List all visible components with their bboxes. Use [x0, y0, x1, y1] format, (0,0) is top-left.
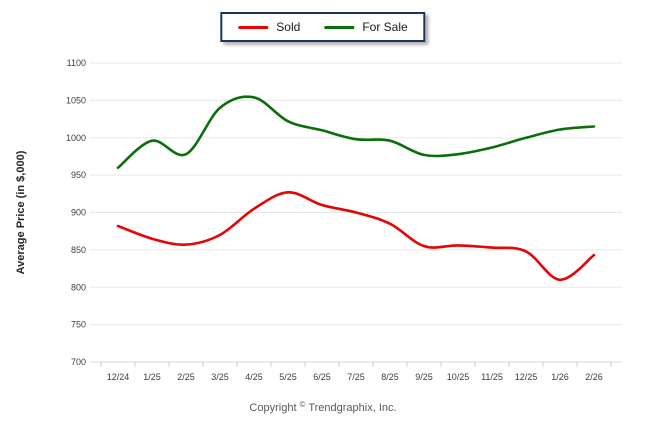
y-tick-label: 1100 — [67, 58, 86, 68]
copyright-suffix: Trendgraphix, Inc. — [308, 402, 397, 414]
legend-item-sold: Sold — [238, 21, 300, 33]
x-tick-label: 9/25 — [415, 372, 433, 382]
legend-swatch-icon — [324, 25, 355, 29]
legend-label: For Sale — [362, 20, 408, 34]
x-tick-label: 1/25 — [143, 372, 161, 382]
legend-label: Sold — [276, 20, 301, 34]
series-line-sold — [116, 190, 596, 282]
copyright-text: Copyright © Trendgraphix, Inc. — [0, 400, 646, 414]
y-tick-label: 900 — [71, 208, 86, 218]
y-tick-label: 750 — [71, 320, 86, 330]
x-tick-label: 3/25 — [211, 372, 229, 382]
x-tick-label: 2/25 — [177, 372, 195, 382]
y-tick-label: 950 — [71, 170, 86, 180]
x-tick-label: 11/25 — [481, 372, 503, 382]
x-tick-label: 6/25 — [313, 372, 331, 382]
copyright-prefix: Copyright — [249, 402, 297, 414]
x-tick-label: 12/24 — [107, 372, 130, 382]
y-tick-label: 800 — [71, 282, 86, 292]
y-tick-label: 850 — [71, 245, 86, 255]
y-tick-label: 1050 — [66, 95, 86, 105]
legend-swatch-icon — [238, 25, 269, 29]
x-tick-label: 2/26 — [585, 372, 603, 382]
x-tick-label: 10/25 — [447, 372, 470, 382]
x-tick-label: 8/25 — [381, 372, 399, 382]
legend-item-for-sale: For Sale — [324, 20, 408, 34]
y-tick-label: 700 — [71, 357, 86, 367]
x-tick-label: 7/25 — [347, 372, 365, 382]
y-tick-label: 1000 — [66, 133, 86, 143]
y-axis-title: Average Price (in $,000) — [15, 150, 27, 274]
x-tick-label: 12/25 — [515, 372, 538, 382]
chart-legend: Sold For Sale — [220, 12, 426, 42]
series-line-for-sale — [116, 95, 596, 169]
x-tick-label: 1/26 — [551, 372, 569, 382]
copyright-symbol: © — [299, 400, 306, 409]
x-tick-label: 4/25 — [245, 372, 263, 382]
x-tick-label: 5/25 — [279, 372, 297, 382]
